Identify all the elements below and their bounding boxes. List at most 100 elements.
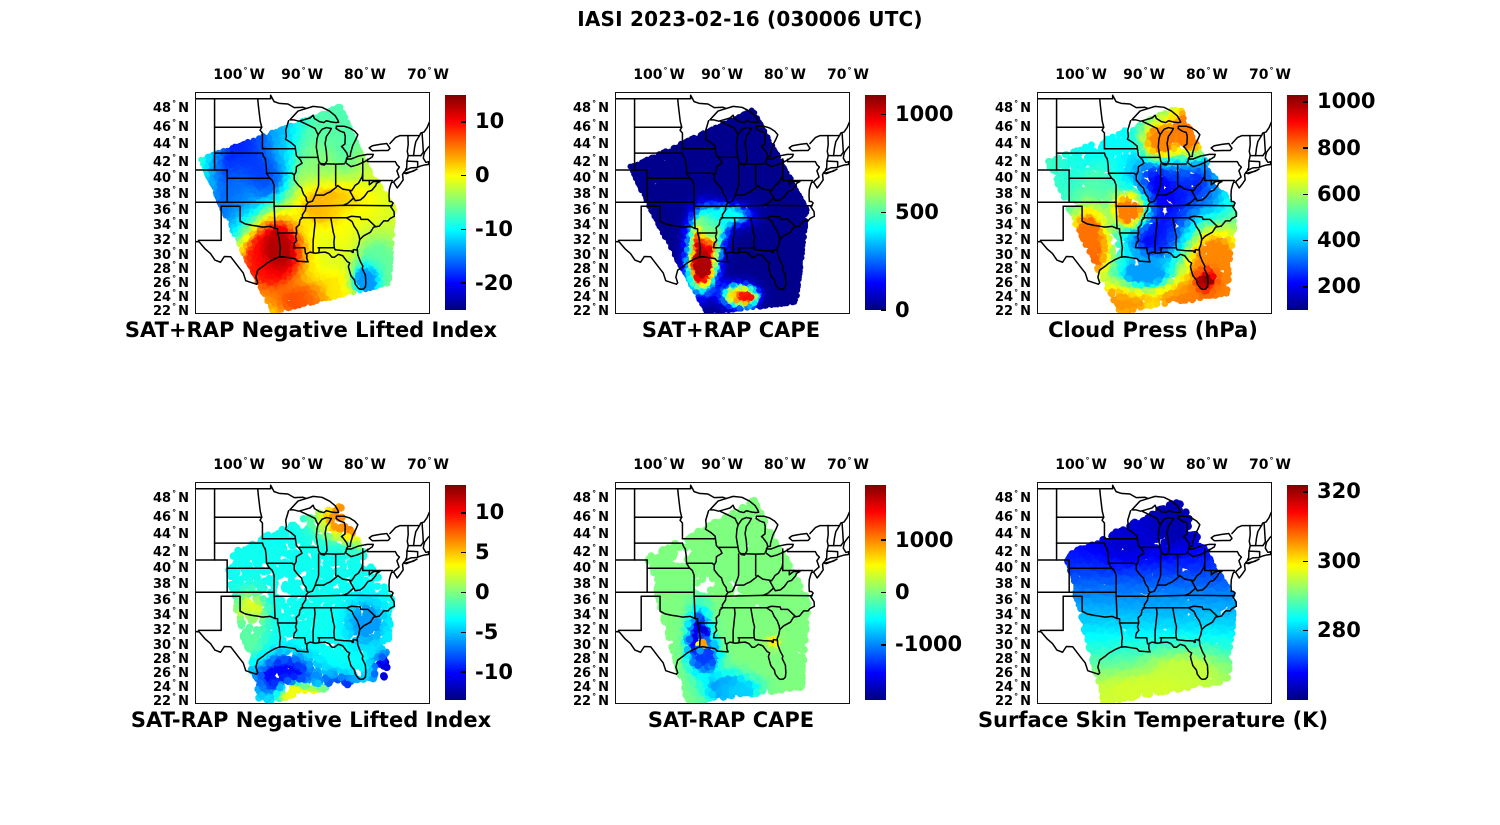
lat-tick-label: 46° N [153, 507, 189, 525]
lat-tick-label: 28° N [153, 650, 189, 668]
colorbar-tick-mark [461, 174, 466, 177]
lat-tick-label: 28° N [995, 650, 1031, 668]
lat-tick-label: 44° N [995, 525, 1031, 543]
degree-symbol: ° [784, 456, 789, 465]
degree-symbol: ° [172, 288, 177, 298]
degree-symbol: ° [172, 117, 177, 127]
colorbar-tick-mark [461, 551, 466, 554]
degree-symbol: ° [784, 66, 789, 75]
lon-tick-label: 80° W [764, 456, 806, 473]
colorbar-tick-label: -20 [475, 270, 513, 295]
lat-tick-label: 28° N [995, 260, 1031, 278]
degree-symbol: ° [1014, 169, 1019, 179]
degree-symbol: ° [592, 288, 597, 298]
latitude-axis: 48° N 46° N 44° N 42° N 40° N 38° N 36° N 34° N 32° N 30° N… [971, 482, 1031, 709]
lat-tick-label: 42° N [573, 542, 609, 560]
degree-symbol: ° [1014, 621, 1019, 631]
lat-tick-label: 40° N [573, 169, 609, 187]
lat-tick-label: 46° N [573, 507, 609, 525]
longitude-axis: 100° W 90° W 80° W 70° W [1037, 456, 1291, 474]
latitude-axis: 48° N 46° N 44° N 42° N 40° N 38° N 36° N 34° N 32° N 30° N… [549, 482, 609, 709]
degree-symbol: ° [172, 231, 177, 241]
degree-symbol: ° [1206, 66, 1211, 75]
lat-tick-label: 32° N [573, 621, 609, 639]
lon-tick-label: 90° W [1123, 66, 1166, 83]
colorbar [445, 95, 466, 310]
panel-title: Surface Skin Temperature (K) [977, 708, 1329, 732]
lon-tick-label: 70° W [827, 456, 869, 473]
lat-tick-label: 26° N [153, 274, 189, 292]
lat-tick-label: 30° N [573, 636, 609, 654]
lat-tick-label: 44° N [573, 525, 609, 543]
lat-tick-label: 24° N [573, 678, 609, 696]
lat-tick-label: 44° N [573, 135, 609, 153]
colorbar-tick-label: 800 [1317, 135, 1361, 160]
lat-tick-label: 34° N [995, 216, 1031, 234]
degree-symbol: ° [592, 152, 597, 162]
colorbar-labels: 10 0 -10 -20 [475, 95, 565, 310]
degree-symbol: ° [592, 117, 597, 127]
colorbar-tick-mark [461, 631, 466, 634]
degree-symbol: ° [301, 66, 306, 75]
lon-tick-label: 80° W [1186, 66, 1228, 83]
lon-tick-label: 90° W [701, 66, 744, 83]
degree-symbol: ° [1206, 456, 1211, 465]
lat-tick-label: 34° N [573, 606, 609, 624]
degree-symbol: ° [1014, 246, 1019, 256]
degree-symbol: ° [1014, 216, 1019, 226]
degree-symbol: ° [172, 274, 177, 284]
map-canvas [1037, 92, 1272, 314]
lon-tick-label: 80° W [344, 456, 386, 473]
lat-tick-label: 42° N [995, 542, 1031, 560]
lat-tick-label: 30° N [995, 636, 1031, 654]
lat-tick-label: 42° N [153, 542, 189, 560]
degree-symbol: ° [1085, 456, 1090, 465]
lat-tick-label: 40° N [153, 559, 189, 577]
lat-tick-label: 30° N [573, 246, 609, 264]
degree-symbol: ° [1014, 691, 1019, 701]
degree-symbol: ° [1143, 66, 1148, 75]
lat-tick-label: 36° N [995, 201, 1031, 219]
lat-tick-label: 48° N [573, 99, 609, 117]
lat-tick-label: 48° N [153, 99, 189, 117]
lon-tick-label: 80° W [344, 66, 386, 83]
panel-title: Cloud Press (hPa) [1048, 318, 1258, 342]
colorbar-tick-label: 500 [895, 199, 939, 224]
degree-symbol: ° [1014, 575, 1019, 585]
degree-symbol: ° [592, 246, 597, 256]
lat-tick-label: 26° N [153, 664, 189, 682]
lat-tick-label: 30° N [153, 246, 189, 264]
lat-tick-label: 26° N [995, 664, 1031, 682]
colorbar [1287, 95, 1308, 310]
degree-symbol: ° [1014, 274, 1019, 284]
colorbar [865, 95, 886, 311]
degree-symbol: ° [172, 525, 177, 535]
degree-symbol: ° [172, 621, 177, 631]
degree-symbol: ° [172, 575, 177, 585]
degree-symbol: ° [172, 691, 177, 701]
lon-tick-label: 90° W [1123, 456, 1166, 473]
degree-symbol: ° [1269, 66, 1274, 75]
lat-tick-label: 34° N [995, 606, 1031, 624]
lat-tick-label: 46° N [995, 507, 1031, 525]
colorbar-tick-label: 1000 [1317, 89, 1376, 114]
degree-symbol: ° [172, 301, 177, 311]
panel-sat-plus-rap-cape: 100° W 90° W 80° W 70° W 48° N 46° N 44° N 42° N 40° N 38… [573, 66, 953, 342]
degree-symbol: ° [172, 135, 177, 145]
map-canvas [195, 482, 430, 704]
longitude-axis: 100° W 90° W 80° W 70° W [1037, 66, 1291, 84]
degree-symbol: ° [592, 575, 597, 585]
degree-symbol: ° [663, 456, 668, 465]
degree-symbol: ° [592, 621, 597, 631]
degree-symbol: ° [592, 99, 597, 109]
degree-symbol: ° [172, 591, 177, 601]
degree-symbol: ° [243, 456, 248, 465]
colorbar-tick-label: 600 [1317, 181, 1361, 206]
degree-symbol: ° [1014, 301, 1019, 311]
degree-symbol: ° [427, 456, 432, 465]
degree-symbol: ° [592, 216, 597, 226]
colorbar-tick-label: -10 [475, 659, 513, 684]
degree-symbol: ° [172, 606, 177, 616]
lat-tick-label: 38° N [995, 575, 1031, 593]
